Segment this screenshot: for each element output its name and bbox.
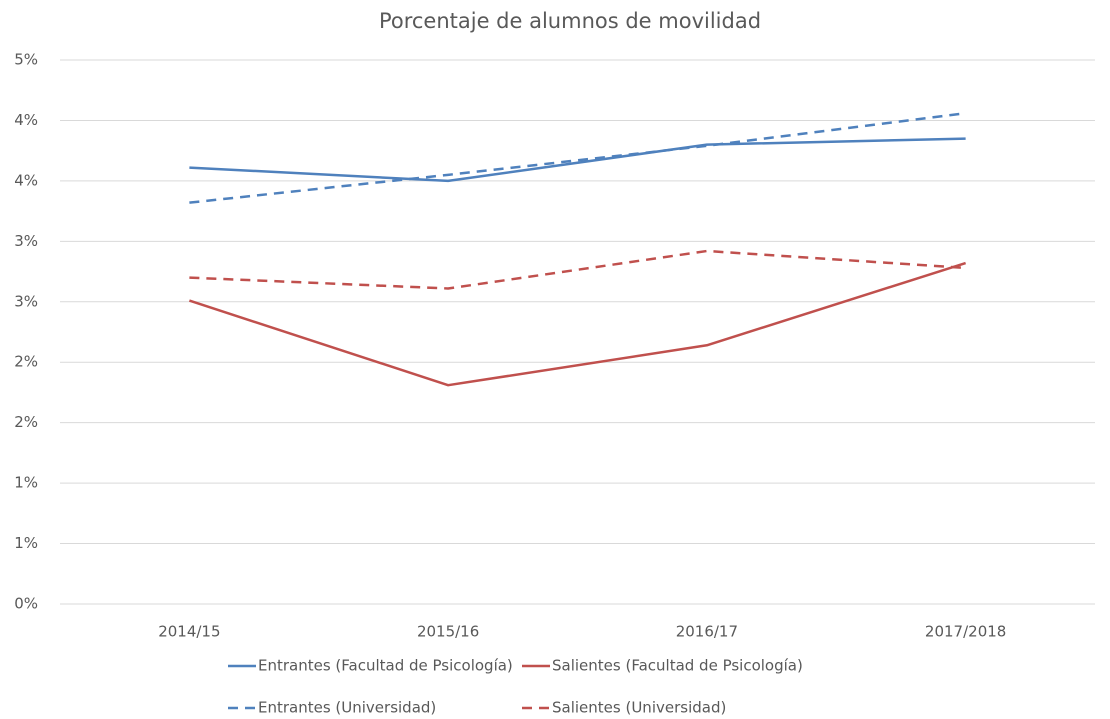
y-tick-label: 1%	[14, 534, 38, 552]
y-tick-label: 1%	[14, 474, 38, 492]
series-line	[189, 111, 966, 204]
y-tick-label: 4%	[14, 111, 38, 129]
x-tick-label: 2016/17	[676, 623, 738, 641]
y-tick-label: 2%	[14, 353, 38, 371]
y-tick-label: 3%	[14, 232, 38, 250]
series-line	[189, 137, 966, 183]
legend-label: Salientes (Facultad de Psicología)	[552, 657, 803, 675]
y-tick-label: 0%	[14, 595, 38, 613]
x-tick-label: 2017/2018	[925, 623, 1006, 641]
series-line	[188, 261, 967, 387]
y-tick-label: 4%	[14, 171, 38, 189]
x-tick-label: 2015/16	[417, 623, 479, 641]
legend-label: Entrantes (Facultad de Psicología)	[258, 657, 513, 675]
y-tick-label: 5%	[14, 51, 38, 69]
legend-label: Salientes (Universidad)	[552, 699, 726, 717]
x-tick-label: 2014/15	[158, 623, 220, 641]
y-tick-label: 2%	[14, 413, 38, 431]
y-tick-label: 3%	[14, 292, 38, 310]
chart-title: Porcentaje de alumnos de movilidad	[379, 9, 761, 33]
legend-label: Entrantes (Universidad)	[258, 699, 436, 717]
series-line	[189, 249, 966, 290]
